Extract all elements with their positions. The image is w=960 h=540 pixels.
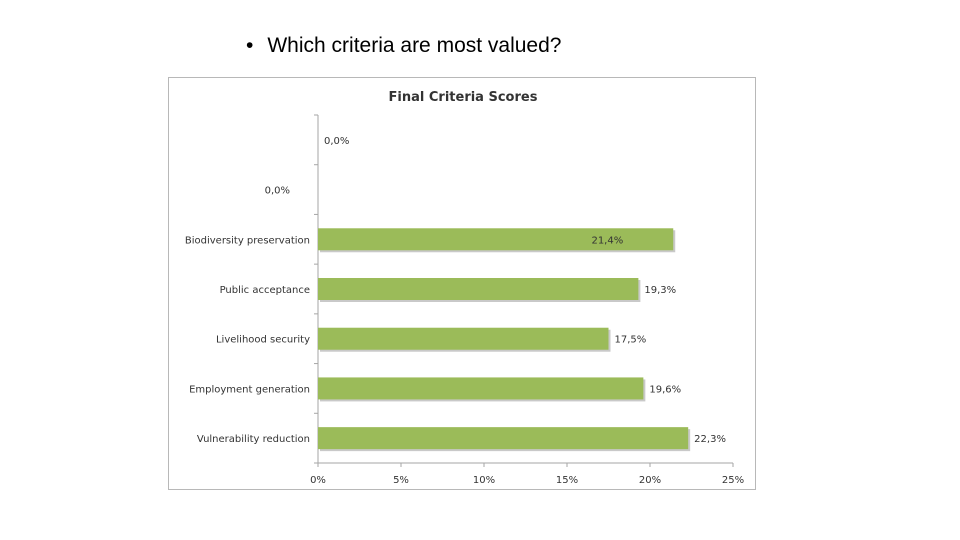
data-label: 0,0% [265, 186, 290, 197]
data-label: 0,0% [324, 136, 349, 147]
bar [318, 427, 689, 450]
bar-chart: Final Criteria Scores 0% 5% 10% 15% 20% 25% 0… [185, 90, 744, 486]
data-label: 17,5% [615, 335, 647, 346]
x-tick-label: 15% [556, 475, 578, 486]
data-label: 21,4% [591, 235, 623, 246]
x-tick-label: 0% [310, 475, 326, 486]
category-label: Livelihood security [216, 335, 310, 346]
bar [318, 228, 674, 251]
x-tick-label: 10% [473, 475, 495, 486]
category-label: Vulnerability reduction [197, 434, 310, 445]
bar [318, 278, 639, 300]
chart-frame: Final Criteria Scores 0% 5% 10% 15% 20% 25% 0… [168, 77, 756, 490]
x-tick-label: 20% [639, 475, 661, 486]
data-label: 19,3% [644, 285, 676, 296]
x-tick-label: 5% [393, 475, 409, 486]
bullet-marker: • [246, 34, 254, 57]
question-text: Which criteria are most valued? [267, 34, 562, 57]
category-label: Employment generation [189, 384, 310, 395]
category-label: Biodiversity preservation [185, 235, 310, 246]
category-label: Public acceptance [220, 285, 310, 296]
slide-question: • Which criteria are most valued? [246, 34, 561, 58]
chart-title: Final Criteria Scores [389, 90, 538, 105]
bar [318, 327, 609, 350]
bar [318, 377, 644, 400]
x-tick-label: 25% [722, 475, 744, 486]
data-label: 19,6% [649, 384, 681, 395]
data-label: 22,3% [694, 434, 726, 445]
